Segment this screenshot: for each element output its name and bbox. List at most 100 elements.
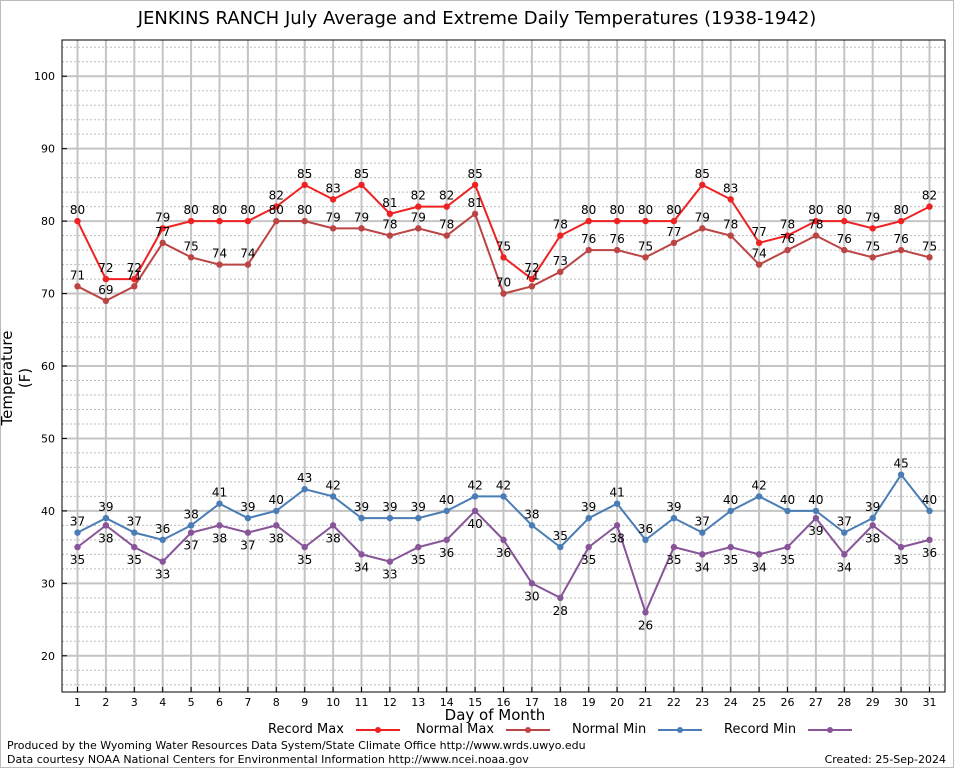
y-tick-label: 40 <box>41 505 55 518</box>
data-label-normal-min: 41 <box>212 486 227 500</box>
data-label-normal-min: 42 <box>467 478 482 492</box>
data-point-normal-max <box>159 239 166 247</box>
data-label-normal-max: 69 <box>98 283 113 297</box>
data-label-normal-min: 40 <box>439 493 454 507</box>
legend-swatch-record-min <box>808 726 853 733</box>
x-tick-label: 25 <box>752 696 766 709</box>
data-label-record-max: 82 <box>269 189 284 203</box>
data-label-normal-max: 76 <box>837 232 852 246</box>
data-label-record-min: 38 <box>98 531 113 545</box>
y-tick-label: 90 <box>41 143 55 156</box>
data-label-normal-min: 39 <box>581 500 596 514</box>
x-tick-label: 8 <box>273 696 280 709</box>
data-label-normal-min: 42 <box>751 478 766 492</box>
data-point-normal-min <box>812 507 820 515</box>
data-label-normal-max: 74 <box>240 247 255 261</box>
data-point-normal-max <box>528 283 536 290</box>
data-point-normal-min <box>187 522 195 529</box>
data-point-normal-min <box>358 514 365 522</box>
legend-swatch-normal-min <box>658 726 703 733</box>
data-label-record-max: 79 <box>155 210 170 224</box>
data-label-normal-min: 37 <box>70 515 85 529</box>
x-tick-label: 28 <box>837 696 851 709</box>
data-point-record-min <box>386 558 394 565</box>
x-tick-label: 11 <box>355 696 369 709</box>
data-point-record-max <box>471 181 479 189</box>
data-point-normal-max <box>329 225 337 232</box>
x-tick-label: 27 <box>809 696 823 709</box>
y-tick-label: 70 <box>41 288 55 301</box>
x-tick-label: 15 <box>468 696 482 709</box>
data-point-normal-max <box>358 225 365 232</box>
data-point-record-max <box>727 196 734 203</box>
data-label-record-min: 33 <box>155 568 170 582</box>
data-label-record-min: 34 <box>751 560 766 574</box>
data-point-record-min <box>74 543 81 551</box>
x-tick-label: 14 <box>440 696 454 709</box>
data-point-record-min <box>358 551 365 558</box>
data-label-record-max: 79 <box>865 210 880 224</box>
data-label-record-max: 72 <box>127 261 142 275</box>
data-label-normal-min: 39 <box>98 500 113 514</box>
data-label-normal-min: 39 <box>865 500 880 514</box>
x-tick-label: 31 <box>923 696 937 709</box>
data-label-record-max: 85 <box>354 167 369 181</box>
legend-label: Normal Min <box>572 722 647 737</box>
data-label-normal-min: 38 <box>524 507 539 521</box>
data-point-normal-min <box>273 507 280 515</box>
data-label-record-min: 40 <box>467 517 482 531</box>
data-label-record-min: 38 <box>325 531 340 545</box>
footer-produced-by: Produced by the Wyoming Water Resources … <box>7 739 586 752</box>
data-point-record-max <box>812 217 820 225</box>
x-tick-label: 2 <box>102 696 109 709</box>
data-point-record-max <box>102 275 110 283</box>
x-tick-label: 22 <box>667 696 681 709</box>
data-label-normal-max: 75 <box>922 239 937 253</box>
data-point-normal-min <box>244 514 252 522</box>
data-label-normal-max: 73 <box>553 254 568 268</box>
data-label-record-min: 37 <box>240 539 255 553</box>
x-tick-label: 3 <box>131 696 138 709</box>
data-label-normal-min: 37 <box>127 515 142 529</box>
data-label-normal-min: 39 <box>240 500 255 514</box>
data-label-normal-min: 39 <box>666 500 681 514</box>
data-point-record-max <box>699 181 706 189</box>
data-point-normal-min <box>329 493 337 500</box>
data-label-normal-min: 42 <box>325 478 340 492</box>
data-point-record-min <box>500 536 507 544</box>
data-label-normal-max: 79 <box>354 210 369 224</box>
data-label-normal-max: 78 <box>439 218 454 232</box>
data-label-normal-min: 39 <box>354 500 369 514</box>
data-point-normal-min <box>415 514 422 522</box>
x-tick-label: 1 <box>74 696 81 709</box>
data-point-record-max <box>841 217 848 225</box>
data-point-normal-min <box>386 514 394 522</box>
data-point-normal-max <box>670 239 678 247</box>
data-point-record-min <box>329 522 337 529</box>
data-label-record-min: 36 <box>439 546 454 560</box>
data-label-record-min: 34 <box>837 560 852 574</box>
data-point-normal-max <box>642 254 649 261</box>
data-label-record-min: 35 <box>411 553 426 567</box>
data-label-normal-max: 74 <box>212 247 227 261</box>
data-point-record-max <box>329 196 337 203</box>
data-label-record-min: 35 <box>666 553 681 567</box>
data-label-record-max: 82 <box>922 189 937 203</box>
data-label-record-min: 37 <box>183 539 198 553</box>
data-point-normal-max <box>557 268 564 276</box>
y-tick-label: 30 <box>41 577 55 590</box>
data-point-normal-max <box>131 283 138 290</box>
data-label-record-max: 80 <box>183 203 198 217</box>
x-tick-label: 17 <box>525 696 539 709</box>
x-axis-label: Day of Month <box>444 706 546 724</box>
data-point-normal-max <box>841 246 848 254</box>
data-point-record-min <box>216 522 223 529</box>
data-point-record-min <box>415 543 422 551</box>
data-point-normal-max <box>386 232 394 239</box>
data-point-record-min <box>869 522 876 529</box>
x-tick-label: 20 <box>610 696 624 709</box>
data-label-normal-max: 74 <box>751 247 766 261</box>
data-label-record-min: 39 <box>808 524 823 538</box>
data-point-normal-max <box>443 232 450 239</box>
